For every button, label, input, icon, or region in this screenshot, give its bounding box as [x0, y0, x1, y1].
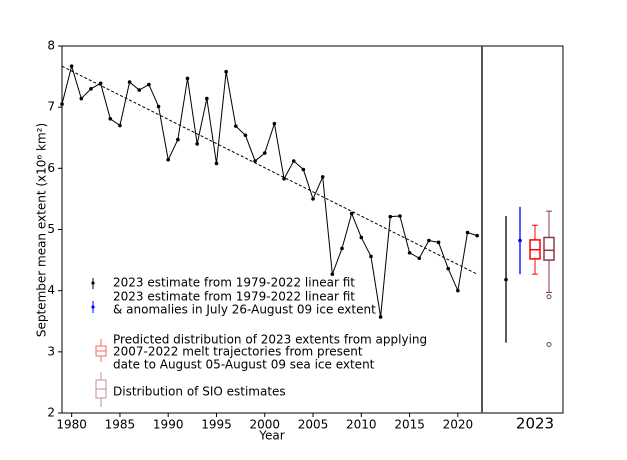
point [137, 88, 142, 92]
point [156, 104, 161, 109]
outlier [546, 294, 552, 300]
point [60, 102, 64, 106]
year-label: 2023 [516, 415, 554, 433]
estimate-point [504, 277, 508, 282]
x-tick-label: 2000 [249, 418, 280, 432]
legend-label: Distribution of SIO estimates [113, 385, 286, 399]
point [446, 266, 451, 271]
point [262, 151, 267, 155]
point [108, 116, 113, 121]
point [272, 121, 277, 126]
legend-label: 2023 estimate from 1979-2022 linear fit [113, 276, 355, 290]
point [195, 142, 199, 146]
estimate-point [518, 238, 522, 243]
point [378, 315, 383, 319]
point [427, 238, 431, 243]
point [69, 64, 74, 68]
x-axis-label: Year [258, 429, 284, 443]
point [233, 124, 238, 128]
legend-label: 2007-2022 melt trajectories from present [113, 345, 363, 359]
point [301, 167, 306, 172]
x-tick-label: 1980 [56, 418, 87, 432]
legend-label: & anomalies in July 26-August 09 ice ext… [113, 303, 376, 317]
point [176, 137, 180, 142]
point [475, 233, 479, 238]
extent-line [61, 64, 478, 318]
point [417, 256, 422, 261]
point [340, 246, 344, 251]
x-tick-label: 2015 [394, 418, 425, 432]
y-tick-label: 7 [47, 100, 55, 114]
point [320, 175, 325, 179]
y-tick-label: 4 [47, 283, 55, 297]
point [407, 250, 412, 255]
y-tick-label: 5 [47, 222, 55, 236]
point [436, 240, 441, 245]
point [349, 211, 354, 216]
y-tick-label: 8 [47, 39, 55, 53]
point [311, 197, 315, 201]
legend-label: date to August 05-August 09 sea ice exte… [113, 358, 375, 372]
side-frame [481, 45, 564, 414]
box [543, 236, 555, 261]
point [398, 214, 402, 218]
x-tick-label: 1985 [105, 418, 136, 432]
point [369, 254, 373, 259]
point [205, 96, 209, 101]
point [291, 159, 296, 163]
point [166, 157, 171, 162]
point [456, 288, 460, 293]
x-tick-label: 2010 [346, 418, 377, 432]
point [89, 87, 93, 91]
point [243, 133, 248, 138]
point [359, 235, 364, 240]
point [98, 81, 103, 86]
point [253, 159, 257, 163]
trend-line [61, 65, 478, 275]
y-tick-label: 3 [47, 344, 55, 358]
point [214, 161, 219, 166]
point [465, 230, 470, 235]
y-tick-label: 2 [47, 406, 55, 420]
y-tick-label: 6 [47, 161, 55, 175]
outlier [546, 341, 552, 347]
y-axis-label: September mean extent (x10⁶ km²) [35, 123, 49, 337]
legend-label: Predicted distribution of 2023 extents f… [113, 333, 427, 347]
point [185, 76, 190, 81]
point [127, 80, 132, 84]
legend-label: 2023 estimate from 1979-2022 linear fit [113, 290, 355, 304]
point [147, 82, 151, 87]
x-tick-label: 1990 [153, 418, 184, 432]
point [282, 176, 286, 181]
point [118, 123, 122, 128]
x-tick-label: 2020 [443, 418, 474, 432]
point [330, 272, 335, 276]
point [79, 96, 84, 101]
x-tick-label: 2005 [298, 418, 329, 432]
point [224, 69, 228, 74]
point [388, 214, 393, 219]
x-tick-label: 1995 [201, 418, 232, 432]
legend-icons [91, 278, 107, 407]
